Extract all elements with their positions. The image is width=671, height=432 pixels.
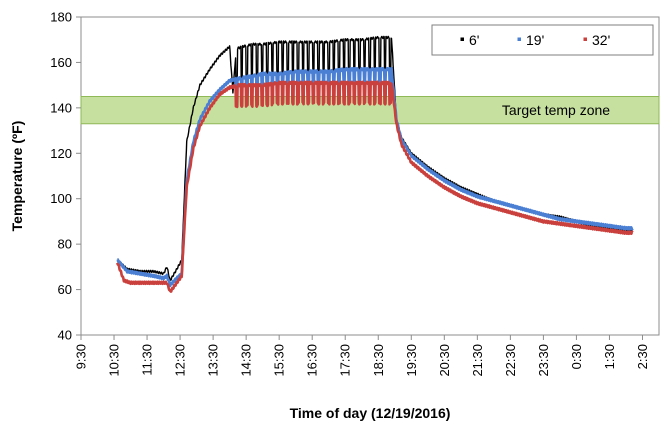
x-tick-label: 10:30	[107, 344, 122, 377]
series-line-2	[116, 66, 634, 288]
x-tick-label: 18:30	[371, 344, 386, 377]
x-tick-label: 16:30	[305, 344, 320, 377]
x-tick-label: 12:30	[173, 344, 188, 377]
y-tick-label: 140	[50, 100, 72, 115]
y-tick-label: 160	[50, 55, 72, 70]
x-tick-label: 2:30	[635, 344, 650, 369]
x-tick-label: 14:30	[239, 344, 254, 377]
y-tick-label: 120	[50, 146, 72, 161]
series-layer: Target temp zone	[116, 35, 634, 293]
y-tick-label: 100	[50, 191, 72, 206]
x-tick-label: 19:30	[404, 344, 419, 377]
x-tick-label: 9:30	[74, 344, 89, 369]
x-tick-label: 1:30	[602, 344, 617, 369]
series-line-3	[116, 80, 634, 293]
y-axis-title: Temperature (ºF)	[9, 121, 25, 232]
y-tick-label: 60	[58, 282, 72, 297]
x-tick-label: 15:30	[272, 344, 287, 377]
legend-label-3: 32'	[592, 32, 610, 48]
target-zone-label: Target temp zone	[502, 102, 610, 118]
x-tick-label: 21:30	[470, 344, 485, 377]
x-axis-title: Time of day (12/19/2016)	[290, 405, 451, 421]
legend-label-2: 19'	[526, 32, 544, 48]
axis-layer: 40 60 80 100 120 140 160 180 9:30 10:30 11:30 12:30…	[50, 10, 650, 377]
legend-label-1: 6'	[469, 32, 479, 48]
legend-marker-3	[583, 37, 587, 41]
y-tick-label: 40	[58, 328, 72, 343]
legend-marker-1	[460, 37, 464, 41]
y-tick-label: 180	[50, 10, 72, 25]
x-tick-label: 11:30	[140, 344, 155, 376]
x-tick-label: 13:30	[206, 344, 221, 377]
x-tick-label: 0:30	[569, 344, 584, 369]
legend-box	[431, 24, 654, 56]
legend: 6' 19' 32'	[431, 24, 654, 56]
x-tick-label: 23:30	[536, 344, 551, 377]
legend-marker-2	[517, 37, 521, 41]
x-tick-label: 22:30	[503, 344, 518, 377]
y-tick-label: 80	[58, 237, 72, 252]
x-tick-label: 17:30	[338, 344, 353, 377]
x-tick-label: 20:30	[437, 344, 452, 377]
